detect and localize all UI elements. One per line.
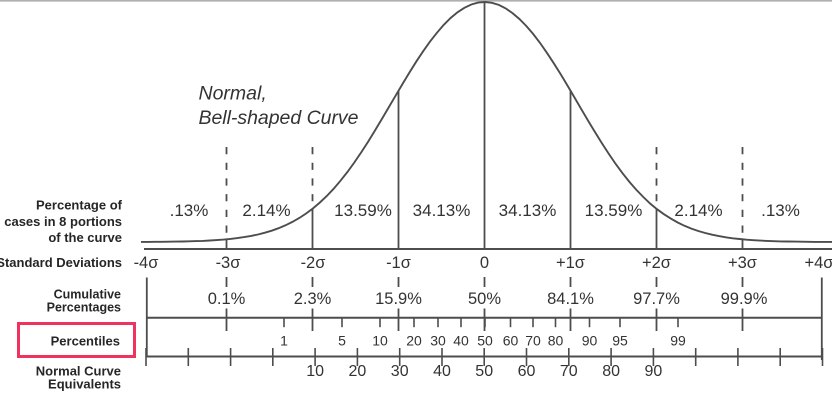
svg-text:Normal,: Normal,: [199, 83, 267, 105]
svg-text:15.9%: 15.9%: [375, 290, 422, 308]
svg-text:50: 50: [475, 363, 493, 380]
svg-text:70: 70: [560, 363, 578, 380]
svg-text:+1σ: +1σ: [556, 254, 585, 272]
svg-text:60: 60: [503, 333, 519, 349]
svg-text:99.9%: 99.9%: [721, 290, 768, 308]
svg-text:Bell-shaped Curve: Bell-shaped Curve: [199, 107, 359, 129]
svg-text:-3σ: -3σ: [216, 254, 241, 272]
svg-text:-4σ: -4σ: [134, 254, 159, 272]
svg-text:2.14%: 2.14%: [242, 201, 290, 220]
svg-text:90: 90: [645, 363, 663, 380]
svg-text:84.1%: 84.1%: [547, 290, 594, 308]
svg-text:5: 5: [338, 333, 346, 349]
svg-text:.13%: .13%: [170, 201, 209, 220]
svg-text:cases in 8 portions: cases in 8 portions: [4, 214, 122, 229]
svg-text:of the curve: of the curve: [48, 230, 122, 245]
svg-text:Percentages: Percentages: [47, 301, 121, 315]
svg-text:+2σ: +2σ: [642, 254, 671, 272]
svg-text:1: 1: [280, 333, 288, 349]
svg-text:70: 70: [525, 333, 541, 349]
svg-text:13.59%: 13.59%: [585, 201, 643, 220]
svg-text:.13%: .13%: [761, 201, 800, 220]
svg-text:80: 80: [602, 363, 620, 380]
svg-text:Equivalents: Equivalents: [48, 377, 121, 392]
svg-text:20: 20: [406, 333, 422, 349]
svg-text:10: 10: [306, 363, 324, 380]
svg-text:90: 90: [582, 333, 598, 349]
svg-text:40: 40: [453, 333, 469, 349]
svg-text:0: 0: [480, 254, 489, 272]
svg-text:20: 20: [349, 363, 367, 380]
svg-text:97.7%: 97.7%: [633, 290, 680, 308]
svg-text:80: 80: [548, 333, 564, 349]
svg-text:Percentiles: Percentiles: [51, 334, 120, 349]
svg-text:10: 10: [372, 333, 388, 349]
svg-text:50: 50: [477, 333, 493, 349]
svg-text:40: 40: [433, 363, 451, 380]
svg-text:Standard Deviations: Standard Deviations: [0, 255, 122, 270]
svg-text:34.13%: 34.13%: [413, 201, 471, 220]
svg-text:+4σ: +4σ: [805, 254, 832, 272]
svg-text:2.3%: 2.3%: [294, 290, 332, 308]
svg-text:50%: 50%: [468, 290, 501, 308]
svg-text:95: 95: [612, 333, 628, 349]
svg-text:30: 30: [391, 363, 409, 380]
svg-text:Percentage of: Percentage of: [36, 198, 123, 213]
svg-text:-2σ: -2σ: [301, 254, 326, 272]
svg-text:Cumulative: Cumulative: [54, 288, 121, 302]
svg-text:34.13%: 34.13%: [499, 201, 557, 220]
svg-text:30: 30: [430, 333, 446, 349]
svg-text:+3σ: +3σ: [728, 254, 757, 272]
svg-text:13.59%: 13.59%: [334, 201, 392, 220]
svg-text:60: 60: [518, 363, 536, 380]
svg-text:-1σ: -1σ: [386, 254, 411, 272]
svg-text:0.1%: 0.1%: [208, 290, 246, 308]
svg-text:99: 99: [670, 333, 686, 349]
svg-text:2.14%: 2.14%: [674, 201, 722, 220]
